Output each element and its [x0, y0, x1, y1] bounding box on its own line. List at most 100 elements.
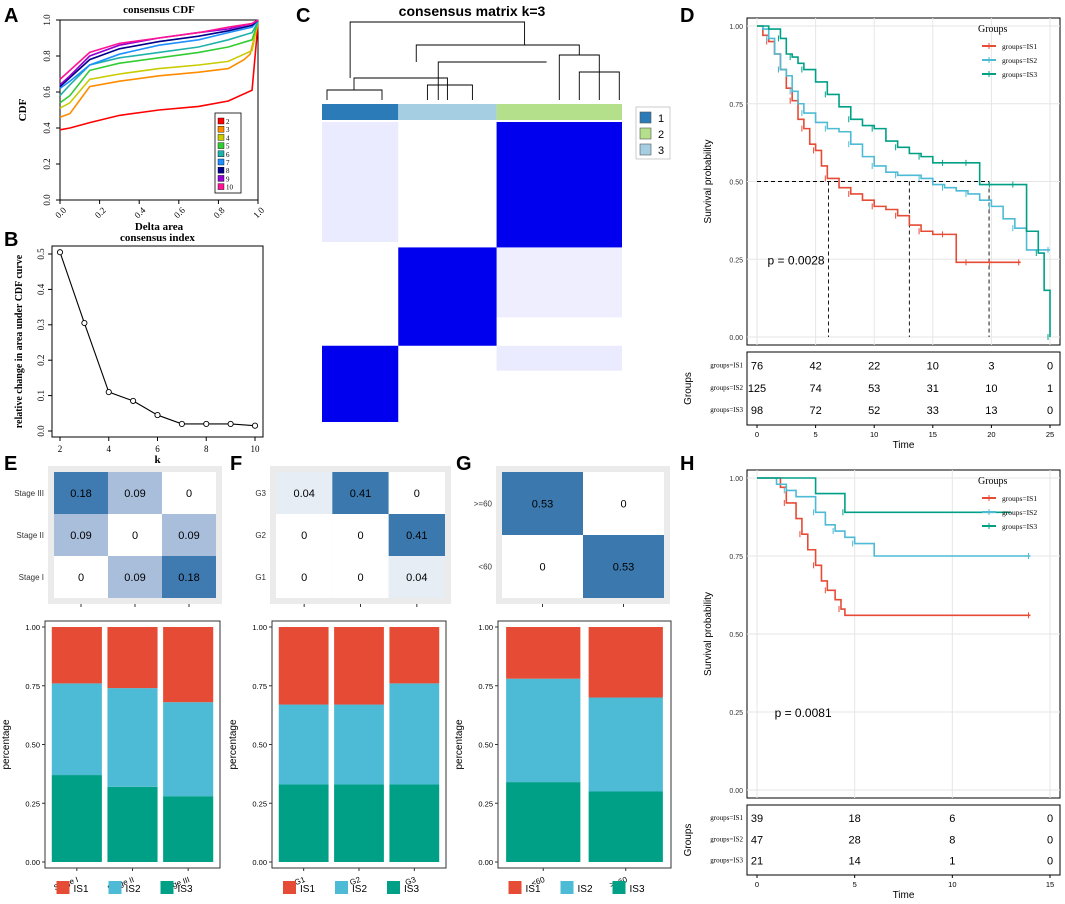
- legend-swatch-k3: [217, 125, 225, 133]
- y-tick-label: 0.2: [36, 355, 46, 366]
- bar-is3: [588, 791, 663, 862]
- y-category-label: Stage II: [16, 531, 44, 540]
- bar-is1: [107, 627, 158, 689]
- y-tick-label: 0.50: [478, 741, 493, 750]
- heatmap-cell: [162, 472, 216, 514]
- legend-swatch-is3: [160, 881, 174, 894]
- bar-is2: [334, 704, 384, 785]
- dendrogram: [326, 21, 620, 100]
- consensus-block-1: [322, 345, 399, 422]
- y-category-label: Stage I: [19, 573, 44, 582]
- y-axis-label: percentage: [454, 719, 465, 769]
- y-tick-label: 0.5: [36, 248, 46, 260]
- risk-table-title: Groups: [683, 824, 694, 857]
- risk-count: 3: [988, 361, 994, 373]
- p-value: p = 0.0028: [768, 253, 825, 267]
- y-category-label: >=60: [474, 500, 493, 509]
- legend-label-k5: 5: [226, 143, 230, 151]
- y-tick-label: 0.3: [36, 319, 46, 331]
- chart-title: consensus index: [120, 232, 195, 244]
- bar-is3: [506, 782, 581, 862]
- y-tick-label: 0.00: [729, 335, 743, 342]
- legend-swatch-k9: [217, 175, 225, 182]
- heatmap-value: 0: [357, 530, 363, 542]
- index-point: [178, 420, 185, 427]
- heatmap-value: 0.04: [293, 488, 314, 500]
- x-tick-label: 6: [155, 444, 160, 454]
- x-tick-label: 0: [755, 430, 759, 439]
- index-point: [56, 249, 64, 256]
- legend-label-is2: IS2: [352, 884, 367, 895]
- heatmap-value: 0.18: [178, 572, 199, 584]
- bar-is2: [506, 678, 581, 783]
- y-tick-label: 1.00: [478, 623, 493, 632]
- heatmap-value: 0: [301, 530, 307, 542]
- legend-swatch-3: [639, 143, 652, 156]
- bar-is3: [163, 796, 214, 862]
- legend-swatch-is1: [508, 881, 522, 894]
- y-tick-label: 1.00: [252, 623, 267, 632]
- cdf-line-k6: [59, 21, 259, 97]
- heatmap-value: 0.09: [124, 488, 145, 500]
- legend-swatch-is1: [56, 881, 70, 894]
- risk-count: 1: [1047, 383, 1053, 395]
- x-category-label: G2: [349, 875, 363, 887]
- index-point: [81, 319, 88, 327]
- risk-count: 53: [868, 383, 880, 395]
- y-category-label: G1: [255, 573, 266, 582]
- heatmap-value: 0.41: [406, 530, 427, 542]
- risk-count: 13: [985, 405, 997, 417]
- x-tick-label: 0.6: [172, 205, 187, 220]
- y-category-label: <60: [478, 563, 492, 572]
- risk-count: 47: [751, 834, 763, 846]
- risk-count: 8: [949, 834, 955, 846]
- y-tick-label: 0.00: [252, 858, 267, 867]
- risk-table-title: Groups: [683, 372, 694, 405]
- legend-label-2: groups=IS3: [1002, 522, 1037, 531]
- cluster-bar-3: [398, 104, 497, 120]
- risk-count: 21: [751, 856, 763, 868]
- cdf-line-k8: [59, 19, 259, 88]
- x-tick-label: 4: [107, 444, 112, 454]
- y-axis-label: percentage: [228, 719, 239, 769]
- legend-swatch-is2: [335, 881, 348, 894]
- legend-label-is1: IS1: [300, 884, 315, 895]
- index-point: [105, 389, 112, 396]
- bar-is2: [389, 683, 440, 785]
- risk-table-frame: [746, 351, 1061, 426]
- survival-plot-h: 0.00 0.25 0.50 0.75 1.00 Survival probability…: [683, 469, 1061, 901]
- heatmap-cell: [162, 514, 216, 556]
- bar-is1: [51, 627, 102, 684]
- bar-is2: [278, 704, 329, 785]
- heatmap-cell: [332, 514, 389, 556]
- heatmap-cell: [332, 472, 389, 514]
- x-tick-label: 1.0: [251, 205, 266, 220]
- legend-label-k3: 3: [226, 126, 230, 134]
- plot-frame: [51, 245, 264, 438]
- y-category-label: G2: [255, 531, 266, 540]
- risk-count: 0: [1047, 813, 1053, 825]
- cdf-line-k7: [59, 19, 259, 90]
- x-tick-label: 0.2: [93, 205, 108, 220]
- panel-label-g: G: [456, 453, 472, 475]
- risk-row-label: groups=IS1: [710, 362, 743, 370]
- y-axis-label: Survival probability: [703, 592, 714, 676]
- y-tick-label: 0.4: [36, 283, 46, 295]
- x-tick-label: 0.8: [212, 205, 227, 220]
- y-axis-label: CDF: [17, 98, 29, 121]
- legend-label-0: groups=IS1: [1002, 494, 1037, 503]
- legend-swatch-2: [639, 127, 652, 140]
- x-axis-label: Time: [893, 890, 915, 901]
- x-tick-label: 15: [929, 430, 937, 439]
- heatmap-value: 0: [357, 572, 363, 584]
- x-tick-label: 10: [251, 444, 261, 454]
- plot-frame: [59, 19, 259, 201]
- x-tick-label: 0: [755, 880, 759, 889]
- x-tick-label: 10: [948, 880, 956, 889]
- index-point: [251, 422, 259, 429]
- risk-count: 22: [868, 361, 880, 373]
- legend-label-k9: 9: [226, 175, 230, 183]
- dendrogram-branch: [353, 77, 448, 100]
- risk-count: 31: [927, 383, 939, 395]
- heatmap-cell: [276, 556, 333, 598]
